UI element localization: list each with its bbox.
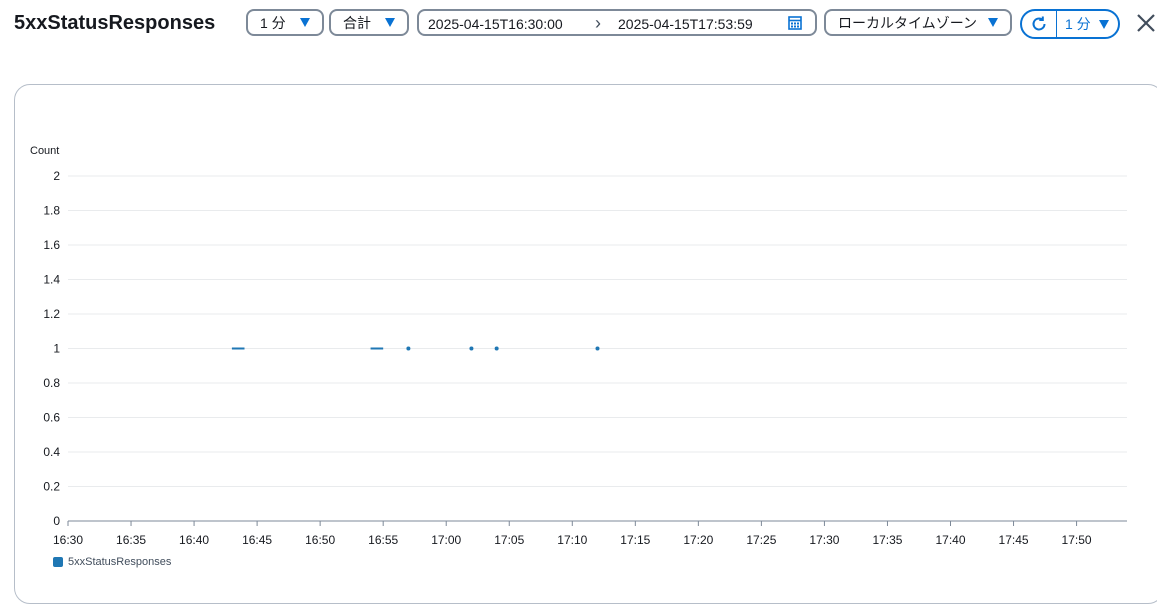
- x-tick-label: 17:50: [1062, 533, 1092, 547]
- statistic-select[interactable]: 合計: [329, 9, 409, 36]
- x-tick-label: 17:30: [809, 533, 839, 547]
- y-tick-label: 1.8: [43, 204, 60, 218]
- data-point: [406, 346, 411, 351]
- data-point: [469, 346, 474, 351]
- x-tick-label: 16:55: [368, 533, 398, 547]
- close-button[interactable]: [1134, 11, 1157, 35]
- y-tick-label: 0.8: [43, 376, 60, 390]
- refresh-interval-select[interactable]: 1 分: [1057, 11, 1118, 37]
- chevron-down-icon: [1099, 20, 1109, 29]
- y-tick-label: 1.2: [43, 307, 60, 321]
- data-point: [494, 346, 499, 351]
- x-tick-label: 16:40: [179, 533, 209, 547]
- x-tick-label: 17:45: [999, 533, 1029, 547]
- x-tick-label: 17:35: [872, 533, 902, 547]
- x-tick-label: 16:50: [305, 533, 335, 547]
- statistic-select-label: 合計: [343, 14, 371, 31]
- y-axis-label: Count: [30, 145, 59, 157]
- chevron-down-icon: [988, 18, 998, 27]
- x-tick-label: 17:25: [746, 533, 776, 547]
- period-select-label: 1 分: [260, 14, 286, 31]
- close-icon: [1137, 14, 1155, 32]
- page-title: 5xxStatusResponses: [14, 12, 216, 34]
- x-tick-label: 17:40: [935, 533, 965, 547]
- period-select[interactable]: 1 分: [246, 9, 324, 36]
- chevron-down-icon: [300, 18, 310, 27]
- end-date-input[interactable]: 2025-04-15T17:53:59: [618, 16, 753, 32]
- line-chart: Count 0 0.2 0.4 0.6 0.8 1 1.2 1.4 1.6 1.8 2 16:30 16:…: [30, 145, 1127, 547]
- x-tick-label: 17:00: [431, 533, 461, 547]
- y-tick-label: 0.4: [43, 445, 60, 459]
- legend-label: 5xxStatusResponses: [68, 556, 172, 568]
- y-tick-label: 0: [53, 514, 60, 528]
- x-tick-label: 16:45: [242, 533, 272, 547]
- y-tick-label: 0.6: [43, 411, 60, 425]
- chevron-down-icon: [385, 18, 395, 27]
- refresh-control: 1 分: [1020, 9, 1120, 39]
- x-tick-label: 16:30: [53, 533, 83, 547]
- y-tick-label: 1.4: [43, 273, 60, 287]
- calendar-icon[interactable]: [788, 16, 802, 30]
- y-tick-label: 1.6: [43, 238, 60, 252]
- date-range-picker: 2025-04-15T16:30:00 › 2025-04-15T17:53:5…: [417, 9, 817, 36]
- x-tick-label: 17:10: [557, 533, 587, 547]
- timezone-select[interactable]: ローカルタイムゾーン: [824, 9, 1012, 36]
- chart-panel: [14, 84, 1157, 604]
- x-tick-label: 16:35: [116, 533, 146, 547]
- x-tick-label: 17:05: [494, 533, 524, 547]
- chevron-right-icon: ›: [595, 13, 601, 33]
- y-tick-label: 1: [53, 342, 60, 356]
- legend-item[interactable]: 5xxStatusResponses: [53, 556, 171, 568]
- refresh-interval-label: 1 分: [1065, 16, 1091, 32]
- legend-swatch: [53, 557, 63, 567]
- data-point: [595, 346, 600, 351]
- refresh-button[interactable]: [1022, 11, 1057, 37]
- x-tick-label: 17:20: [683, 533, 713, 547]
- x-tick-label: 17:15: [620, 533, 650, 547]
- timezone-select-label: ローカルタイムゾーン: [838, 14, 978, 31]
- y-tick-label: 2: [53, 169, 60, 183]
- y-tick-label: 0.2: [43, 480, 60, 494]
- start-date-input[interactable]: 2025-04-15T16:30:00: [428, 16, 563, 32]
- refresh-icon: [1032, 16, 1046, 31]
